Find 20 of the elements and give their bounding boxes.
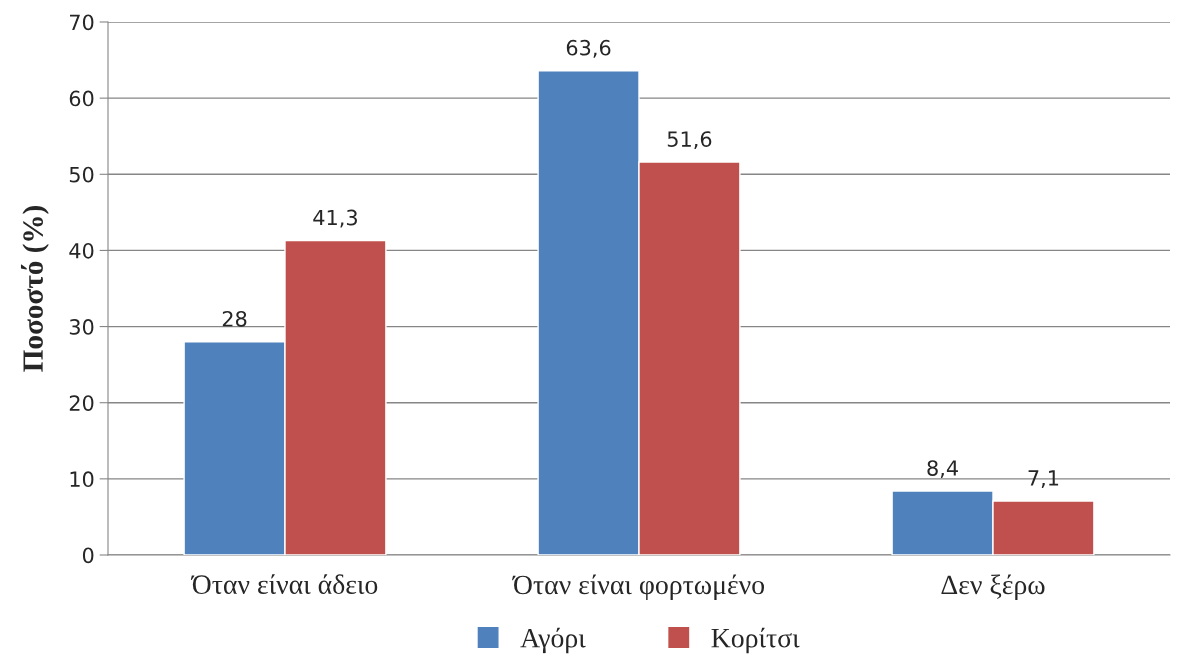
y-tick-label: 60 (69, 90, 94, 107)
y-tick-label: 30 (69, 319, 94, 335)
y-tick-label: 0 (82, 547, 94, 564)
y-axis-title: Ποσοστό (%) (20, 206, 49, 372)
y-tick-label: 10 (70, 471, 94, 488)
y-tick-label: 40 (69, 242, 94, 259)
x-tick-label: Όταν είναι φορτωμένο (512, 574, 765, 600)
y-tick-label: 70 (70, 14, 94, 31)
y-tick-label: 50 (69, 166, 94, 183)
data-label: 28 (222, 310, 247, 327)
legend-label: Κορίτσι (711, 627, 800, 654)
x-tick-label: Όταν είναι άδειο (190, 574, 378, 594)
data-label: 51,6 (667, 131, 712, 150)
data-label: 41,3 (313, 209, 357, 228)
y-tick-label: 20 (69, 395, 94, 411)
x-tick-label: Δεν ξέρω (941, 574, 1045, 600)
data-label: 8,4 (927, 460, 958, 479)
legend-label: Αγόρι (520, 627, 586, 654)
data-label: 63,6 (566, 39, 611, 58)
data-label: 7,1 (1028, 470, 1059, 488)
